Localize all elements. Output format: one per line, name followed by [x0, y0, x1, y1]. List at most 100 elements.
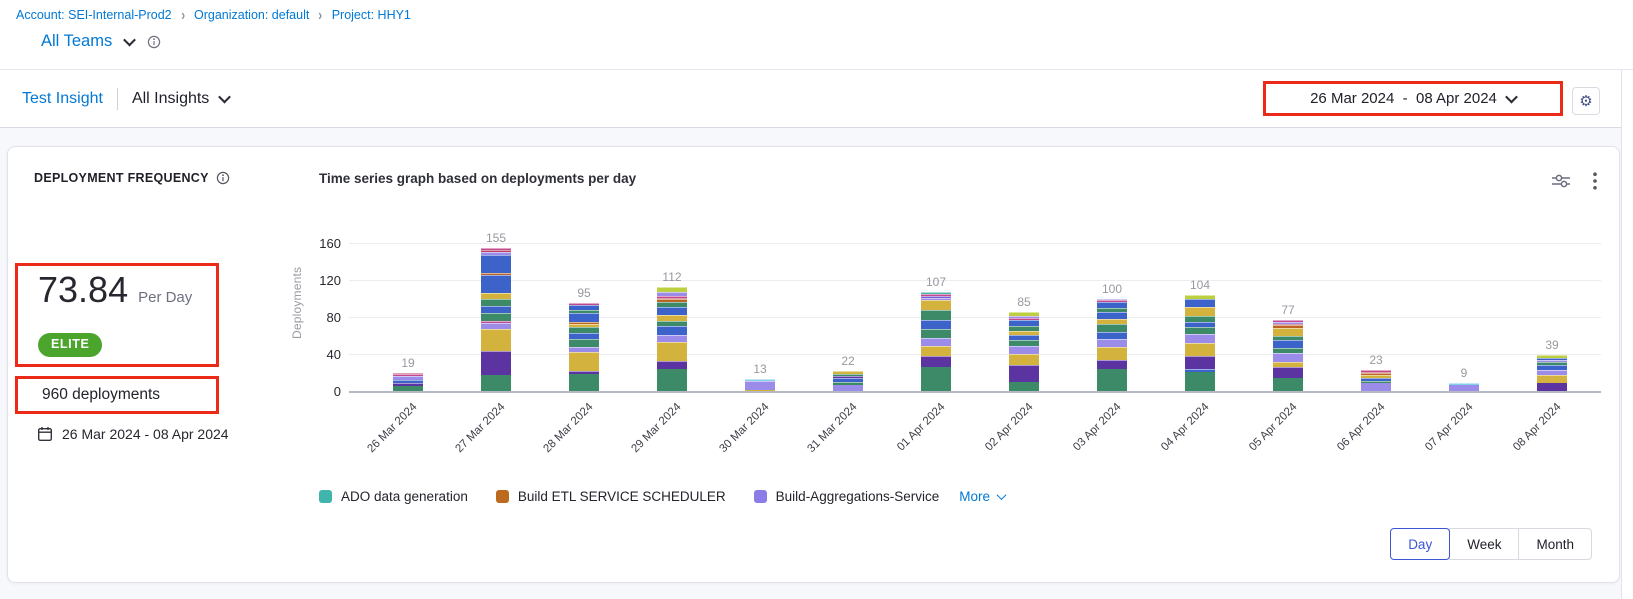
- bar-segment: [1009, 365, 1039, 382]
- bar-27-mar-2024[interactable]: [481, 247, 511, 391]
- bar-segment: [1009, 319, 1039, 327]
- bar-segment: [657, 320, 687, 327]
- bar-02-apr-2024[interactable]: [1009, 312, 1039, 391]
- bar-segment: [1273, 328, 1303, 336]
- settings-button[interactable]: ⚙: [1572, 87, 1600, 115]
- bar-segment: [1097, 324, 1127, 332]
- granularity-month-button[interactable]: Month: [1518, 528, 1592, 560]
- bar-05-apr-2024[interactable]: [1273, 319, 1303, 391]
- annotation-box-date-range: 26 Mar 2024 - 08 Apr 2024: [1263, 81, 1563, 116]
- bar-segment: [921, 319, 951, 330]
- bar-segment: [657, 326, 687, 335]
- breadcrumb-link[interactable]: Project: HHY1: [331, 7, 411, 22]
- bar-segment: [1361, 375, 1391, 379]
- gridline: [349, 317, 1601, 318]
- y-axis-label: Deployments: [290, 266, 304, 339]
- bar-segment: [1537, 375, 1567, 383]
- bar-segment: [1273, 378, 1303, 391]
- x-axis-tick-label: 27 Mar 2024: [453, 401, 508, 456]
- bar-segment: [921, 297, 951, 301]
- bar-segment: [1185, 333, 1215, 343]
- granularity-day-button[interactable]: Day: [1390, 528, 1451, 560]
- chevron-down-icon[interactable]: [123, 33, 137, 47]
- breadcrumb-separator-icon: ›: [318, 5, 323, 24]
- x-axis-tick-label: 26 Mar 2024: [365, 401, 420, 456]
- bar-value-label: 104: [1189, 277, 1211, 292]
- metric-unit: Per Day: [138, 289, 193, 306]
- bar-03-apr-2024[interactable]: [1097, 298, 1127, 391]
- info-icon[interactable]: [216, 171, 230, 185]
- x-axis-tick-label: 31 Mar 2024: [805, 401, 860, 456]
- legend-item[interactable]: ADO data generation: [319, 489, 468, 504]
- bar-28-mar-2024[interactable]: [569, 303, 599, 391]
- breadcrumb-separator-icon: ›: [180, 5, 185, 24]
- bar-segment: [1537, 382, 1567, 391]
- scrollbar[interactable]: [1621, 70, 1633, 599]
- bar-30-mar-2024[interactable]: [745, 378, 775, 391]
- metric-value: 73.84: [38, 269, 129, 310]
- bar-01-apr-2024[interactable]: [921, 292, 951, 391]
- bar-segment: [393, 382, 423, 387]
- bar-segment: [657, 297, 687, 300]
- bar-segment: [745, 380, 775, 391]
- bar-segment: [1185, 306, 1215, 317]
- bar-07-apr-2024[interactable]: [1449, 382, 1479, 391]
- breadcrumb-link[interactable]: Organization: default: [193, 7, 310, 22]
- bar-26-mar-2024[interactable]: [393, 373, 423, 391]
- bar-segment: [657, 368, 687, 391]
- bar-segment: [1185, 355, 1215, 369]
- insight-scope-selector[interactable]: All Insights: [132, 90, 232, 108]
- bar-06-apr-2024[interactable]: [1361, 369, 1391, 391]
- x-axis-tick-label: 01 Apr 2024: [895, 401, 948, 454]
- insight-name-link[interactable]: Test Insight: [22, 89, 103, 107]
- bar-segment: [921, 355, 951, 367]
- bar-value-label: 19: [401, 356, 415, 371]
- bar-segment: [657, 334, 687, 342]
- x-axis-tick-label: 04 Apr 2024: [1159, 401, 1212, 454]
- bar-segment: [1185, 294, 1215, 299]
- bar-segment: [1097, 359, 1127, 369]
- chart-filter-button[interactable]: [1551, 173, 1571, 189]
- granularity-toggle: Day Week Month: [1390, 528, 1592, 560]
- bar-segment: [393, 374, 423, 377]
- bar-segment: [481, 322, 511, 330]
- bar-31-mar-2024[interactable]: [833, 370, 863, 391]
- breadcrumb: Account: SEI-Internal-Prod2 › Organization…: [16, 5, 411, 24]
- chevron-down-icon: [996, 490, 1007, 501]
- top-header: Account: SEI-Internal-Prod2 › Organization…: [0, 0, 1633, 70]
- legend-item[interactable]: Build-Aggregations-Service: [753, 489, 939, 504]
- granularity-week-button[interactable]: Week: [1449, 528, 1520, 560]
- bar-segment: [833, 381, 863, 385]
- bar-segment: [1273, 321, 1303, 324]
- bar-segment: [393, 376, 423, 380]
- bar-segment: [657, 341, 687, 362]
- bar-segment: [569, 374, 599, 391]
- bar-segment: [1097, 331, 1127, 340]
- bar-segment: [1537, 359, 1567, 363]
- bar-value-label: 9: [1460, 365, 1468, 380]
- bar-segment: [921, 309, 951, 320]
- bar-value-label: 100: [1101, 281, 1123, 296]
- bar-29-mar-2024[interactable]: [657, 287, 687, 391]
- bar-segment: [1009, 317, 1039, 320]
- bar-segment: [833, 384, 863, 391]
- bar-04-apr-2024[interactable]: [1185, 294, 1215, 391]
- bar-segment: [481, 255, 511, 273]
- widget-menu-button[interactable]: [1593, 172, 1597, 190]
- bar-segment: [1273, 319, 1303, 322]
- team-selector[interactable]: All Teams: [41, 32, 161, 51]
- team-selector-label[interactable]: All Teams: [41, 32, 113, 50]
- bar-value-label: 85: [1017, 295, 1031, 310]
- bar-segment: [393, 379, 423, 383]
- bar-08-apr-2024[interactable]: [1537, 354, 1567, 391]
- legend-swatch: [753, 490, 767, 503]
- breadcrumb-link[interactable]: Account: SEI-Internal-Prod2: [16, 7, 172, 22]
- bar-segment: [1361, 371, 1391, 374]
- bar-segment: [481, 293, 511, 300]
- calendar-icon: [38, 427, 53, 442]
- info-icon[interactable]: [147, 35, 161, 49]
- legend-more-link[interactable]: More: [959, 489, 1007, 504]
- date-range-picker[interactable]: 26 Mar 2024 - 08 Apr 2024: [1310, 90, 1518, 107]
- legend-item[interactable]: Build ETL SERVICE SCHEDULER: [495, 489, 726, 504]
- metric-date-range-label: 26 Mar 2024 - 08 Apr 2024: [62, 426, 229, 442]
